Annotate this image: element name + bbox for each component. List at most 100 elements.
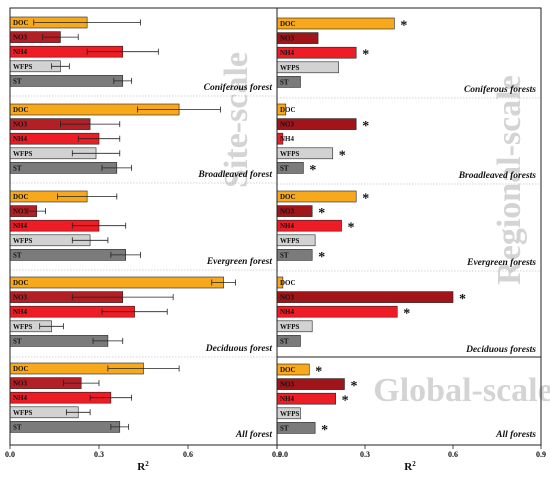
bar-label-left-2-no3: NO3 [13, 208, 28, 216]
x-tick-label-right-0: 0.0 [278, 450, 288, 459]
bar-label-right-1-st: ST [280, 164, 289, 172]
right-x-axis-title-sup: 2 [412, 460, 416, 468]
bar-label-right-1-wfps: WFPS [280, 150, 300, 158]
left-x-axis-title: R2 [137, 460, 149, 473]
bar-label-left-2-doc: DOC [13, 193, 29, 201]
bar-label-right-3-wfps: WFPS [280, 323, 300, 331]
bar-label-right-global-no3: NO3 [280, 381, 295, 389]
left-x-axis-title-sup: 2 [145, 460, 149, 468]
right-x-axis-title: R2 [404, 460, 416, 473]
x-tick-label-right-1: 0.3 [360, 450, 370, 459]
significance-star-right-2-nh4: * [348, 221, 355, 236]
bar-label-right-0-doc: DOC [280, 20, 296, 28]
significance-star-right-0-nh4: * [362, 48, 369, 63]
bar-label-left-4-st: ST [13, 423, 22, 431]
bar-label-left-1-st: ST [13, 164, 22, 172]
plot-layer: DOC NO3 NH4 WFPS ST Coniferous forest DOC NO3 NH… [5, 16, 546, 459]
bar-label-left-4-doc: DOC [13, 365, 29, 373]
x-tick-label-right-3: 0.9 [536, 450, 546, 459]
bar-label-left-3-wfps: WFPS [13, 323, 33, 331]
significance-star-right-3-no3: * [459, 292, 466, 307]
bar-label-right-2-st: ST [280, 251, 289, 259]
group-label-right-1: Broadleaved forests [458, 171, 537, 181]
bar-label-left-4-nh4: NH4 [13, 394, 28, 402]
bar-label-left-1-no3: NO3 [13, 121, 28, 129]
bar-label-left-3-st: ST [13, 337, 22, 345]
regional-scale-label: Regional-scale [491, 75, 528, 285]
x-tick-label-left-1: 0.3 [94, 450, 104, 459]
significance-star-right-1-wfps: * [339, 148, 346, 163]
significance-star-right-global-st: * [321, 423, 328, 438]
significance-star-right-global-no3: * [350, 379, 357, 394]
bar-left-1-st [9, 162, 118, 174]
bar-label-right-global-nh4: NH4 [280, 395, 295, 403]
x-tick-label-left-0: 0.0 [5, 450, 15, 459]
significance-star-right-3-nh4: * [403, 307, 410, 322]
significance-star-right-2-st: * [318, 250, 325, 265]
bar-label-right-3-nh4: NH4 [280, 308, 295, 316]
x-tick-label-right-2: 0.6 [448, 450, 458, 459]
bar-left-4-st [9, 421, 121, 433]
significance-star-right-global-doc: * [315, 365, 322, 380]
bar-label-left-0-doc: DOC [13, 19, 29, 27]
bar-label-left-0-no3: NO3 [13, 34, 28, 42]
bar-label-right-3-no3: NO3 [280, 294, 295, 302]
bar-left-0-st [9, 75, 124, 87]
group-label-right-3: Deciduous forests [465, 345, 536, 355]
group-label-left-4: All forest [235, 430, 273, 440]
bar-label-left-3-doc: DOC [13, 279, 29, 287]
bar-right-3-no3 [276, 291, 454, 303]
significance-star-right-0-doc: * [400, 19, 407, 34]
site-scale-label: Site-scale [218, 52, 255, 188]
group-label-right-2: Evergreen forests [466, 258, 536, 268]
bar-label-right-2-wfps: WFPS [280, 237, 300, 245]
bar-label-left-0-wfps: WFPS [13, 63, 33, 71]
group-label-right-global: All forests [495, 430, 536, 440]
significance-star-right-global-nh4: * [342, 394, 349, 409]
significance-star-right-2-doc: * [362, 192, 369, 207]
bar-label-right-global-st: ST [280, 424, 289, 432]
bar-label-left-0-nh4: NH4 [13, 48, 28, 56]
bar-right-3-nh4 [276, 305, 398, 318]
bar-label-right-global-doc: DOC [280, 366, 296, 374]
significance-star-right-1-no3: * [362, 119, 369, 134]
bar-label-right-3-doc: DOC [280, 279, 296, 287]
left-x-axis-title-base: R [137, 461, 146, 473]
group-label-right-0: Coniferous forests [464, 85, 536, 95]
x-tick-label-left-2: 0.6 [183, 450, 193, 459]
x-tick-label-left-3: 0.9 [272, 450, 282, 459]
bar-left-3-doc [9, 276, 224, 289]
bar-label-left-2-nh4: NH4 [13, 222, 28, 230]
bar-label-left-2-st: ST [13, 251, 22, 259]
group-label-left-0: Coniferous forest [204, 83, 273, 93]
bar-label-left-1-wfps: WFPS [13, 150, 33, 158]
bar-label-left-3-nh4: NH4 [13, 308, 28, 316]
bar-label-right-1-doc: DOC [280, 106, 296, 114]
significance-star-right-1-st: * [309, 163, 316, 178]
right-panel-frame [276, 7, 542, 446]
bar-label-right-0-wfps: WFPS [280, 64, 300, 72]
right-x-axis-title-base: R [404, 461, 413, 473]
bar-label-right-3-st: ST [280, 337, 289, 345]
global-scale-label: Global-scale [373, 372, 550, 409]
bar-label-right-2-no3: NO3 [280, 208, 295, 216]
bar-label-right-2-nh4: NH4 [280, 222, 295, 230]
bar-left-2-st [9, 249, 126, 261]
bar-label-right-0-st: ST [280, 78, 289, 86]
bar-label-right-global-wfps: WFPS [280, 410, 300, 418]
bar-label-left-2-wfps: WFPS [13, 237, 33, 245]
group-label-left-3: Deciduous forest [205, 344, 273, 354]
group-label-left-1: Broadleaved forest [197, 170, 272, 180]
bar-label-left-1-nh4: NH4 [13, 135, 28, 143]
bar-label-right-1-no3: NO3 [280, 121, 295, 129]
bar-label-right-1-nh4: NH4 [280, 135, 295, 143]
bar-label-right-0-nh4: NH4 [280, 49, 295, 57]
bar-label-left-0-st: ST [13, 77, 22, 85]
significance-star-right-2-no3: * [318, 206, 325, 221]
bar-label-left-4-wfps: WFPS [13, 409, 33, 417]
group-label-left-2: Evergreen forest [206, 257, 273, 267]
bar-label-left-3-no3: NO3 [13, 294, 28, 302]
bar-label-right-2-doc: DOC [280, 193, 296, 201]
bar-label-left-4-no3: NO3 [13, 380, 28, 388]
